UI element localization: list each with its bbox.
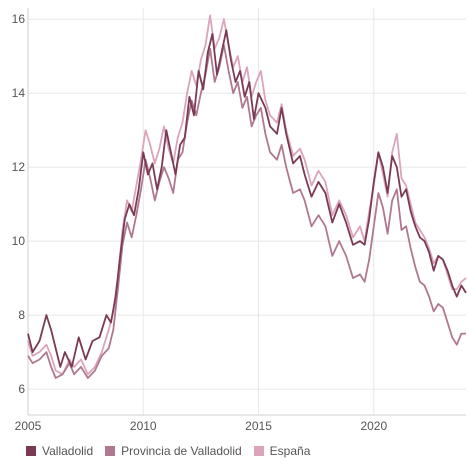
y-tick-label: 10 xyxy=(12,234,26,248)
axes xyxy=(27,8,466,416)
series-layer xyxy=(27,14,467,379)
x-tick-label: 2010 xyxy=(130,419,157,433)
legend-label-valladolid: Valladolid xyxy=(42,444,94,458)
legend-item-espana[interactable]: España xyxy=(253,444,311,458)
y-tick-label: 12 xyxy=(12,160,26,174)
line-chart: 6 8 10 12 14 16 2005 2010 2015 2020 xyxy=(12,8,467,433)
legend-swatch-provincia xyxy=(105,446,116,456)
legend: Valladolid Provincia de Valladolid Españ… xyxy=(26,444,310,458)
y-tick-label: 16 xyxy=(12,12,26,26)
legend-item-provincia[interactable]: Provincia de Valladolid xyxy=(105,444,242,458)
series-line-1[interactable] xyxy=(27,44,466,379)
tick-labels: 6 8 10 12 14 16 2005 2010 2015 2020 xyxy=(12,12,388,433)
x-tick-label: 2020 xyxy=(360,419,387,433)
legend-label-provincia: Provincia de Valladolid xyxy=(121,444,242,458)
legend-swatch-valladolid xyxy=(26,446,36,456)
y-tick-label: 6 xyxy=(18,382,25,396)
legend-swatch-espana xyxy=(253,446,264,456)
x-tick-label: 2015 xyxy=(245,419,272,433)
x-tick-label: 2005 xyxy=(15,419,42,433)
y-tick-label: 14 xyxy=(12,86,26,100)
series-line-0[interactable] xyxy=(27,29,467,368)
legend-label-espana: España xyxy=(269,444,311,458)
y-tick-label: 8 xyxy=(18,308,25,322)
legend-item-valladolid[interactable]: Valladolid xyxy=(26,444,93,458)
